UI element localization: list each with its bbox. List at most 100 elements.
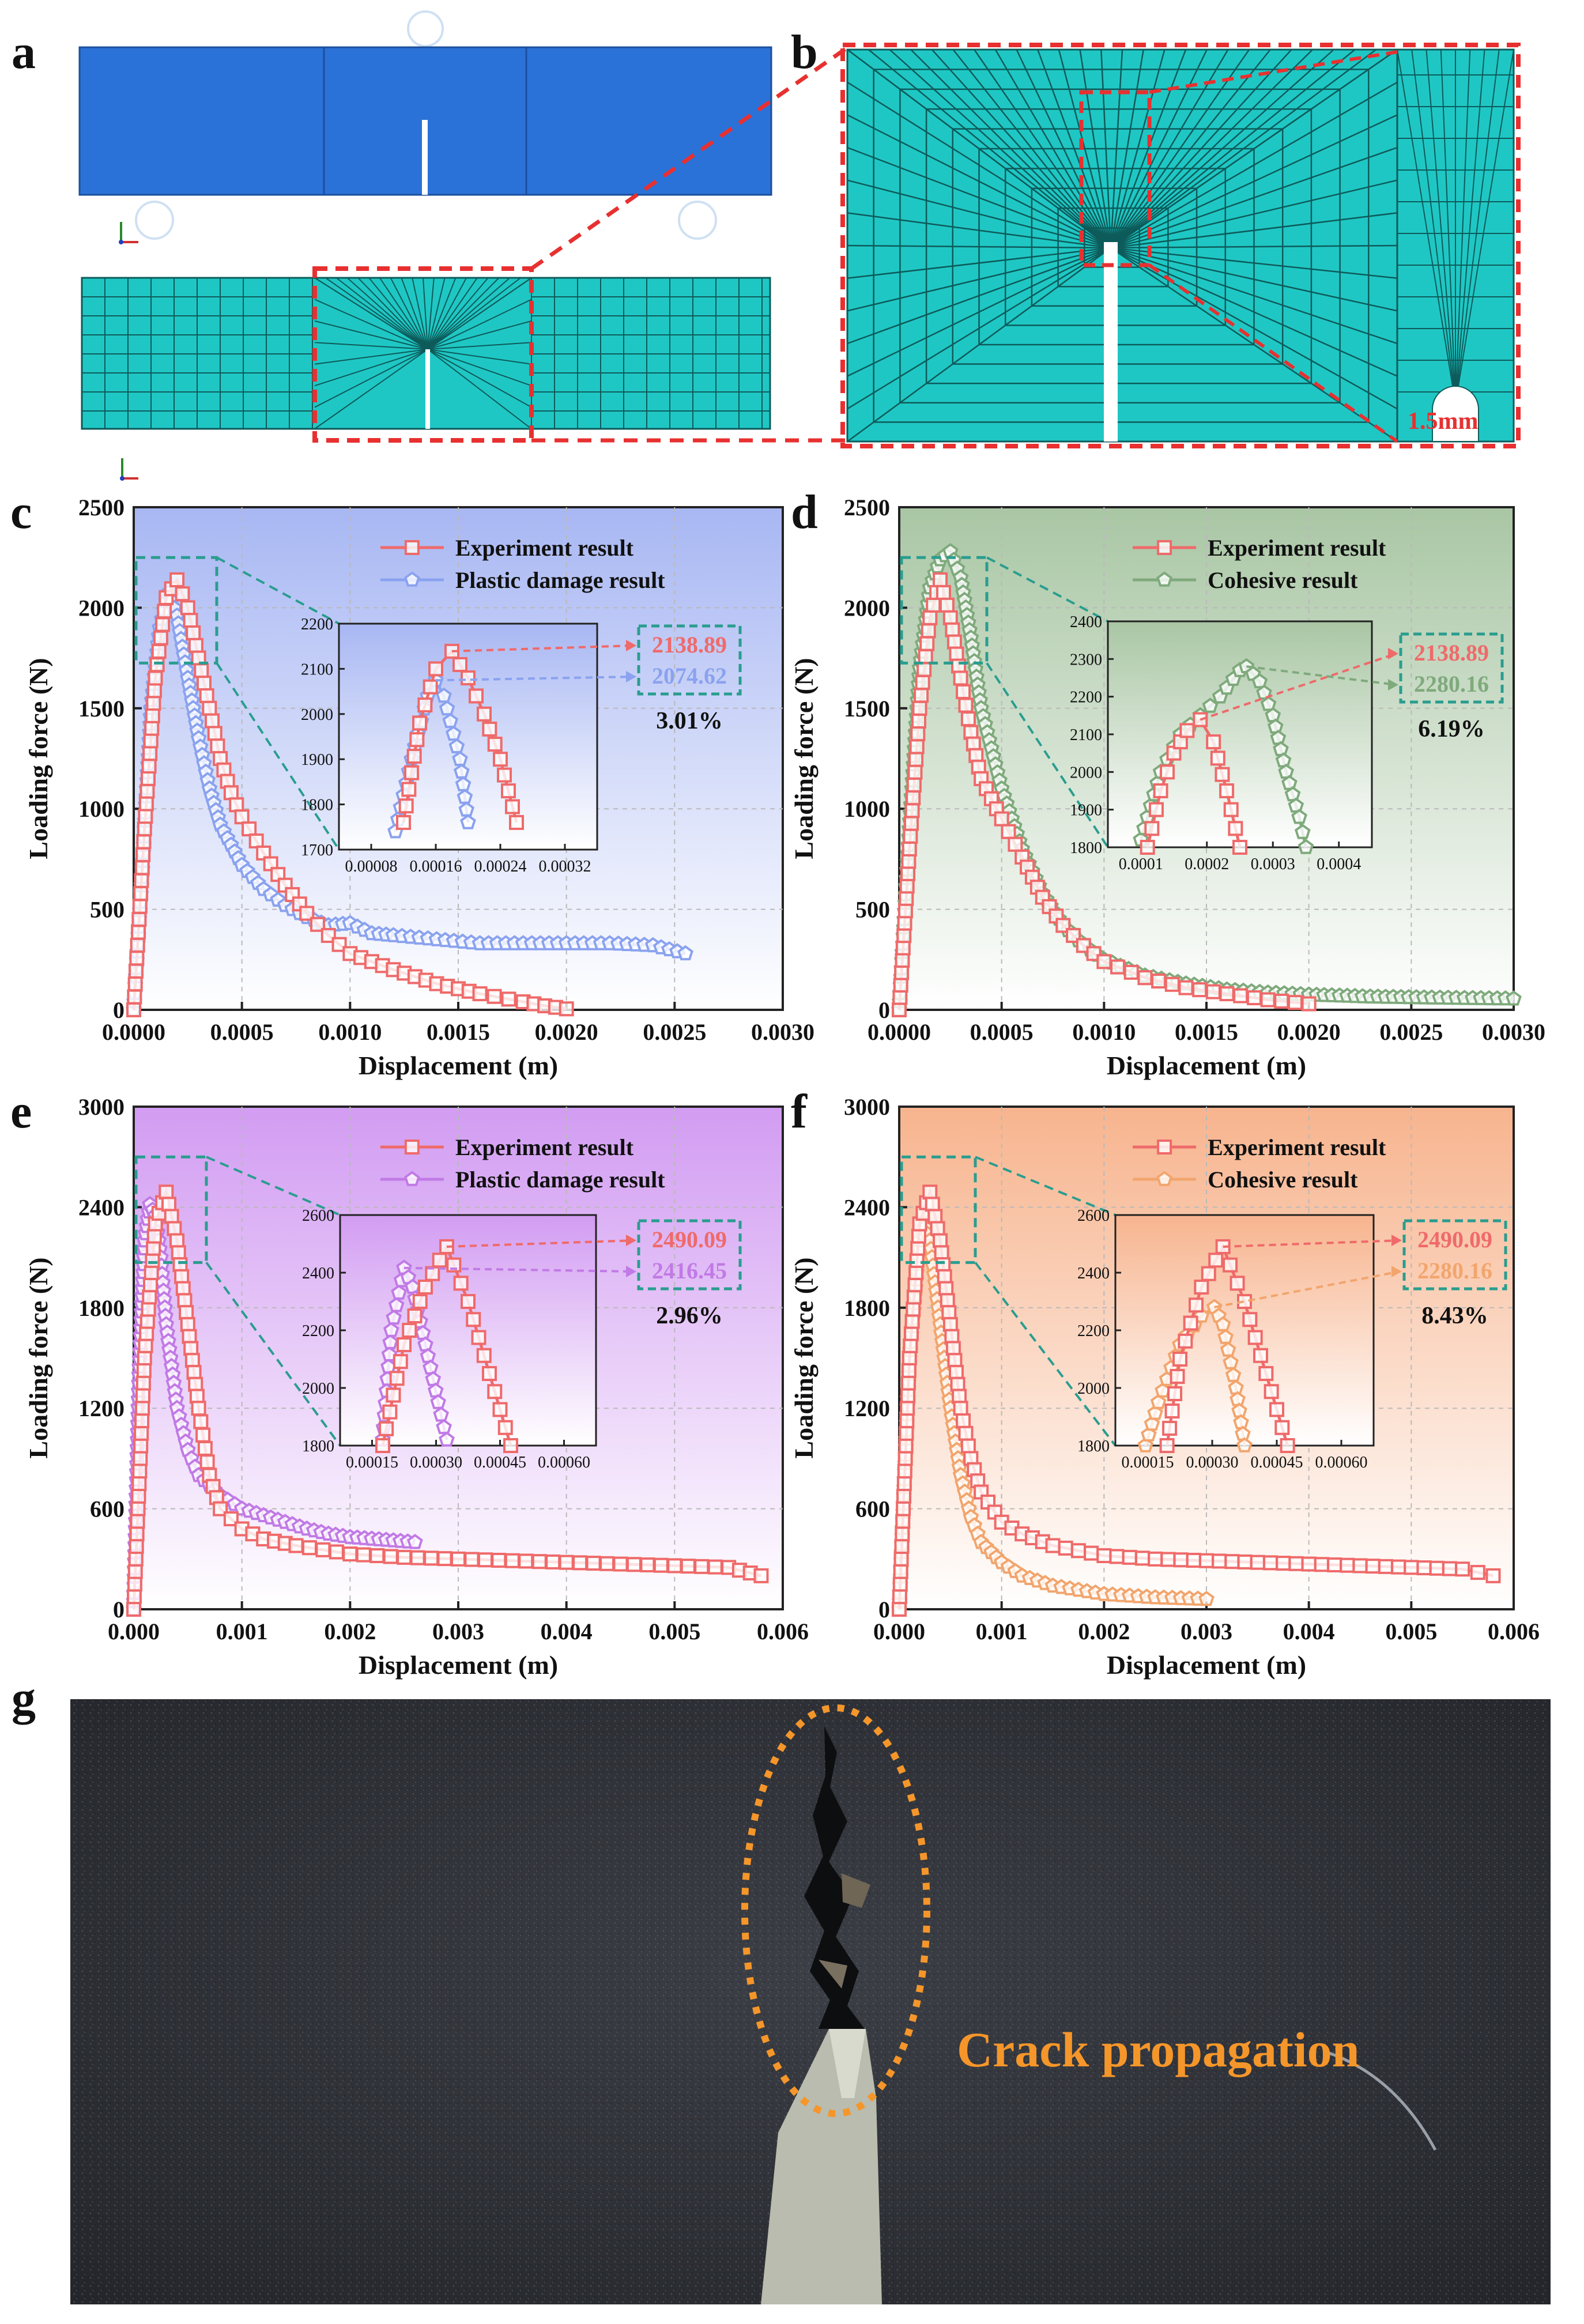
mesh-grid-lines [81, 277, 770, 429]
x-tick-label: 0.006 [1488, 1618, 1540, 1644]
inset-x-tick-label: 0.00008 [345, 858, 398, 876]
mesh-notch-zoom [1104, 242, 1118, 442]
series-experiment-point [171, 1245, 186, 1261]
inset-series-model-point [1298, 839, 1314, 854]
series-experiment-point [1096, 954, 1112, 969]
panel-a-mesh [81, 266, 771, 481]
series-experiment-point [945, 622, 960, 637]
y-axis-label: Loading force (N) [24, 1257, 53, 1458]
series-experiment-point [908, 752, 924, 767]
series-experiment-point [223, 785, 239, 801]
y-tick-label: 0 [113, 1597, 125, 1623]
y-tick-label: 1000 [78, 796, 125, 822]
series-model-point [1506, 990, 1522, 1006]
series-experiment-point [907, 764, 923, 780]
y-tick-label: 2400 [78, 1194, 125, 1220]
x-axis-label: Displacement (m) [1107, 1650, 1306, 1680]
series-experiment-point [942, 1316, 958, 1332]
series-experiment-point [640, 1557, 655, 1572]
inset-y-tick-label: 1800 [1070, 839, 1102, 857]
inset-series-experiment-point [1253, 1348, 1268, 1363]
x-tick-label: 0.0025 [1379, 1019, 1443, 1045]
series-experiment-point [907, 1277, 923, 1293]
series-experiment-point [949, 646, 964, 662]
inset-x-tick-label: 0.00030 [1186, 1454, 1239, 1472]
series-experiment-point [917, 662, 932, 677]
series-experiment-point [958, 697, 974, 713]
series-experiment-point [383, 1549, 398, 1564]
inset-series-experiment-point [432, 1252, 447, 1268]
series-experiment-point [145, 1252, 160, 1268]
series-experiment-point [133, 1451, 148, 1466]
y-axis-label: Loading force (N) [789, 658, 819, 859]
inset-series-experiment-point [497, 1420, 513, 1435]
series-experiment-point [223, 1511, 239, 1527]
specimen-photo: Crack propagation [70, 1699, 1551, 2304]
x-tick-label: 0.002 [1078, 1618, 1130, 1644]
series-experiment-point [908, 1265, 924, 1281]
series-experiment-point [320, 927, 336, 943]
y-tick-label: 0 [878, 1597, 890, 1623]
inset-series-experiment-markers [1159, 1239, 1295, 1453]
series-experiment-point [904, 1314, 920, 1329]
inset-series-model-point [436, 1418, 452, 1435]
peak-arrow [446, 1239, 635, 1248]
crack-path [804, 1726, 865, 2029]
series-experiment-point [1199, 1553, 1214, 1568]
series-experiment-point [139, 1314, 155, 1329]
inset-series-experiment-point [1170, 1369, 1185, 1384]
y-tick-label: 2000 [78, 595, 125, 621]
inset-y-tick-label: 2200 [1070, 689, 1102, 707]
inset-series-experiment-point [461, 1294, 476, 1309]
series-experiment-point [1246, 990, 1262, 1006]
series-experiment-point [1352, 1558, 1368, 1574]
series-experiment-point [188, 1376, 203, 1392]
error-percentage: 2.96% [656, 1303, 723, 1329]
inset-series-model-point [439, 1431, 455, 1447]
series-experiment-point [915, 674, 930, 690]
series-experiment-point [144, 1265, 159, 1281]
y-tick-label: 2500 [844, 495, 890, 520]
inset-y-tick-label: 2600 [302, 1207, 334, 1225]
series-experiment-point [1327, 1557, 1342, 1572]
peak-value-label: 2490.09 [1417, 1227, 1492, 1252]
inset-x-tick-label: 0.00015 [346, 1454, 398, 1472]
series-experiment-point [424, 1550, 439, 1566]
series-experiment-point [694, 1559, 710, 1574]
peak-arrowhead [1391, 1235, 1402, 1246]
inset-series-experiment-point [1153, 783, 1168, 798]
series-experiment-point [909, 1252, 925, 1268]
series-experiment-point [938, 1281, 954, 1296]
series-experiment-point [137, 821, 152, 837]
panel-label-f: f [791, 1085, 808, 1138]
zoom-connector [975, 1156, 1116, 1216]
series-experiment-markers [892, 1184, 1501, 1617]
series-experiment-point [911, 1228, 926, 1244]
panel-b-mesh-zoom: 1.5mm [840, 43, 1521, 448]
peak-arrowhead [626, 671, 636, 682]
inset-series-experiment-point [471, 1330, 486, 1345]
inset-series-model-point [1141, 1426, 1157, 1442]
zoom-connector [206, 1156, 341, 1216]
zoom-connector [974, 1262, 1117, 1447]
series-experiment-point [129, 1526, 145, 1542]
peak-value-box [637, 624, 742, 696]
peak-value-label: 2490.09 [652, 1227, 727, 1252]
series-experiment-point [1233, 988, 1249, 1003]
series-experiment-point [946, 634, 962, 650]
series-experiment-point [229, 797, 244, 813]
inset-series-experiment-point [379, 1421, 394, 1436]
y-axis-label: Loading force (N) [789, 1257, 819, 1458]
inset-y-tick-label: 1800 [301, 797, 333, 814]
series-experiment-point [940, 1293, 955, 1308]
series-experiment-point [183, 613, 198, 628]
series-experiment-point [922, 610, 938, 625]
series-experiment-point [1287, 995, 1303, 1010]
series-experiment-point [194, 663, 209, 678]
series-experiment-point [559, 1001, 574, 1017]
inset-series-model-point [1144, 1415, 1160, 1431]
x-tick-label: 0.0010 [318, 1019, 382, 1045]
series-experiment-markers [126, 572, 574, 1017]
series-experiment-point [183, 1341, 199, 1356]
series-experiment-point [948, 1364, 964, 1380]
